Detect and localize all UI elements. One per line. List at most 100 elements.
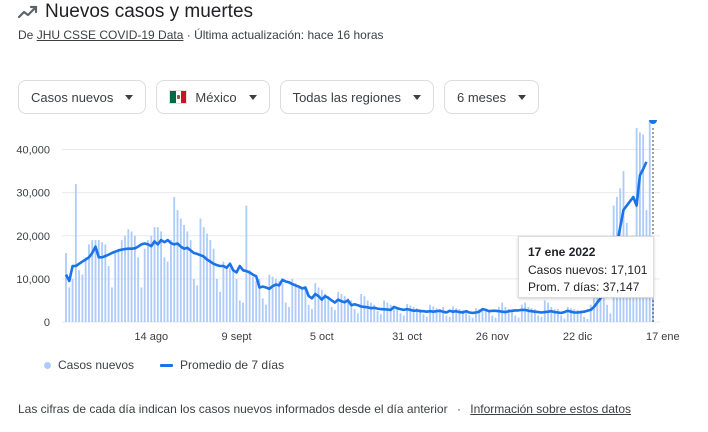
source-separator: · — [186, 28, 191, 42]
seven-day-average-line — [64, 161, 648, 315]
case-bar — [255, 281, 258, 322]
case-bar — [235, 278, 238, 322]
case-bar — [163, 257, 166, 322]
case-bar — [579, 310, 582, 322]
page-title: Nuevos casos y muertes — [45, 1, 254, 22]
case-bar — [593, 296, 595, 322]
case-bar — [507, 309, 510, 322]
case-bar — [520, 304, 523, 322]
case-bar — [642, 134, 645, 322]
y-tick-label: 10,000 — [16, 274, 50, 286]
case-bar — [425, 316, 428, 322]
case-bar — [238, 300, 241, 322]
source-link[interactable]: JHU CSSE COVID-19 Data — [36, 28, 184, 42]
case-bar — [534, 309, 536, 322]
case-bar — [81, 274, 84, 322]
case-bar — [347, 298, 349, 322]
case-bar — [576, 309, 579, 322]
case-bar — [393, 306, 395, 322]
case-bar — [438, 309, 441, 322]
case-bar — [461, 309, 464, 322]
case-bar — [268, 274, 271, 322]
case-bar — [330, 306, 333, 322]
case-bar — [84, 257, 87, 322]
case-bar — [320, 289, 323, 322]
case-bar — [212, 248, 215, 322]
case-bar — [137, 257, 140, 322]
case-bar — [248, 270, 251, 322]
country-dropdown[interactable]: México — [156, 80, 270, 114]
case-bar — [114, 253, 117, 322]
period-dropdown[interactable]: 6 meses — [443, 80, 540, 114]
tooltip-average: Prom. 7 días: 37,147 — [528, 280, 640, 294]
case-bar — [432, 306, 435, 322]
case-bar — [111, 287, 113, 322]
case-bar — [550, 306, 553, 322]
case-bar — [189, 240, 192, 322]
case-bar — [484, 310, 487, 322]
cases-bars — [65, 120, 654, 322]
case-bar — [363, 296, 366, 322]
case-bar — [399, 313, 402, 322]
case-bar — [209, 240, 212, 322]
case-bar — [294, 283, 297, 322]
case-bar — [337, 291, 340, 322]
case-bar — [104, 244, 107, 322]
case-bar — [307, 304, 310, 322]
case-bar — [504, 306, 507, 322]
case-bar — [130, 231, 133, 322]
metric-dropdown[interactable]: Casos nuevos — [18, 80, 147, 114]
caret-down-icon — [518, 94, 527, 100]
case-bar — [140, 287, 143, 322]
x-tick-label: 9 sept — [222, 331, 252, 343]
case-bar — [648, 120, 651, 322]
x-tick-label: 17 ene — [646, 331, 680, 343]
case-bar — [488, 311, 490, 322]
case-bar — [566, 306, 569, 322]
case-bar — [278, 281, 281, 322]
case-bar — [478, 309, 481, 322]
cases-chart[interactable]: 0 10,000 20,000 30,000 40,000 14 ago 9 sept 5 … — [0, 120, 708, 350]
case-bar — [396, 306, 399, 322]
case-bar — [107, 265, 110, 322]
about-data-link[interactable]: Información sobre estos datos — [470, 402, 632, 416]
case-bar — [65, 253, 67, 322]
case-bar — [124, 235, 126, 322]
average-line-path — [64, 161, 648, 315]
case-bar — [606, 304, 608, 322]
region-dropdown[interactable]: Todas las regiones — [279, 80, 434, 114]
case-bar — [412, 306, 415, 322]
case-bar — [304, 289, 307, 322]
case-bar — [101, 242, 103, 322]
filter-bar: Casos nuevos México Todas las regiones 6… — [18, 80, 549, 114]
case-bar — [199, 218, 202, 322]
case-bar — [173, 196, 176, 322]
case-bar — [317, 287, 320, 322]
case-bar — [91, 240, 94, 322]
case-bar — [301, 287, 304, 322]
y-tick-label: 40,000 — [16, 145, 50, 157]
legend-line-icon — [160, 363, 174, 367]
case-bar — [288, 306, 290, 322]
case-bar — [563, 318, 566, 322]
legend-item-cases: Casos nuevos — [44, 358, 134, 372]
case-bar — [409, 305, 412, 322]
chart-header: Nuevos casos y muertes — [18, 0, 253, 24]
case-bar — [475, 308, 477, 322]
legend-item-average: Promedio de 7 días — [160, 358, 284, 372]
case-bar — [179, 218, 182, 322]
case-bar — [271, 276, 274, 322]
y-tick-label: 30,000 — [16, 188, 50, 200]
cursor-dot — [649, 120, 657, 124]
case-bar — [314, 283, 317, 322]
case-bar — [537, 315, 540, 322]
legend-average-label: Promedio de 7 días — [180, 358, 285, 372]
case-bar — [356, 313, 359, 322]
trending-up-icon — [18, 5, 38, 19]
footer-text: Las cifras de cada día indican los casos… — [18, 402, 448, 416]
case-bar — [402, 315, 405, 322]
case-bar — [517, 317, 520, 322]
y-tick-label: 0 — [44, 317, 50, 329]
case-bar — [455, 308, 458, 322]
case-bar — [127, 229, 130, 322]
